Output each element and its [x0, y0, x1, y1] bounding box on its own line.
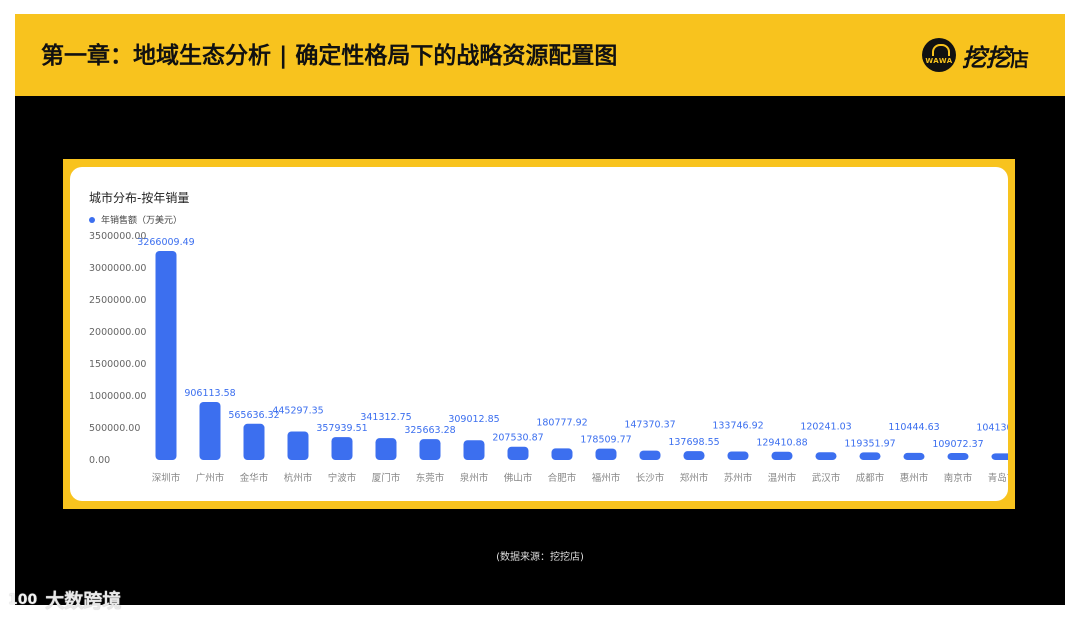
bar	[815, 452, 837, 460]
x-tick-label: 温州市	[768, 472, 797, 484]
bar	[419, 439, 441, 460]
x-tick-label: 郑州市	[680, 472, 709, 484]
x-tick-label: 杭州市	[284, 472, 313, 484]
x-tick-label: 长沙市	[636, 472, 665, 484]
bar	[199, 402, 221, 460]
bar	[507, 446, 529, 460]
data-label: 137698.55	[668, 437, 719, 448]
y-tick-label: 1500000.00	[89, 359, 146, 370]
x-tick-label: 惠州市	[900, 472, 929, 484]
logo-text: 挖挖店	[962, 38, 1029, 73]
data-label: 119351.97	[844, 438, 895, 449]
data-label: 133746.92	[712, 420, 763, 431]
bar	[155, 250, 177, 460]
data-label: 129410.88	[756, 438, 807, 449]
bar	[859, 452, 881, 460]
y-tick-label: 500000.00	[89, 423, 140, 434]
data-source-note: (数据来源：挖挖店)	[496, 552, 584, 563]
logo-badge-text: WAWA	[925, 57, 953, 65]
logo-badge-icon: WAWA	[921, 38, 956, 72]
data-label: 906113.58	[184, 388, 235, 399]
slide: 第一章：地域生态分析 | 确定性格局下的战略资源配置图 WAWA 挖挖店 城市分…	[15, 14, 1065, 605]
bar	[243, 423, 265, 460]
bar	[331, 437, 353, 460]
data-label: 147370.37	[624, 420, 675, 431]
x-tick-label: 青岛市	[988, 472, 1008, 484]
data-label: 565636.32	[228, 410, 279, 421]
watermark-logo: 100	[8, 591, 38, 608]
bar	[595, 448, 617, 460]
x-tick-label: 成都市	[856, 472, 885, 484]
data-label: 178509.77	[580, 435, 631, 446]
logo-text-suffix: 店	[1009, 48, 1029, 71]
bar	[771, 451, 793, 460]
data-label: 207530.87	[492, 433, 543, 444]
bar	[375, 438, 397, 460]
y-tick-label: 0.00	[89, 455, 110, 466]
chart-legend: 年销售额（万美元）	[89, 213, 182, 226]
bar	[947, 453, 969, 460]
data-label: 110444.63	[888, 422, 939, 433]
brand-logo: WAWA 挖挖店	[921, 38, 1029, 73]
y-tick-label: 2500000.00	[89, 295, 146, 306]
x-tick-label: 东莞市	[416, 472, 445, 484]
x-tick-label: 苏州市	[724, 472, 753, 484]
legend-dot-icon	[89, 216, 95, 223]
bar	[991, 453, 1008, 460]
bar	[463, 440, 485, 460]
y-tick-label: 1000000.00	[89, 391, 146, 402]
bar	[727, 451, 749, 460]
bar	[287, 431, 309, 460]
logo-text-main: 挖挖	[961, 43, 1010, 72]
header-bar: 第一章：地域生态分析 | 确定性格局下的战略资源配置图 WAWA 挖挖店	[15, 14, 1065, 96]
x-tick-label: 南京市	[944, 472, 973, 484]
x-tick-label: 合肥市	[548, 472, 577, 484]
watermark-text: 大数跨境	[45, 590, 122, 612]
page-title: 第一章：地域生态分析 | 确定性格局下的战略资源配置图	[41, 43, 618, 69]
y-tick-label: 3000000.00	[89, 263, 146, 274]
x-tick-label: 深圳市	[152, 472, 181, 484]
data-label: 341312.75	[360, 412, 411, 423]
x-tick-label: 福州市	[592, 472, 621, 484]
legend-label: 年销售额（万美元）	[101, 216, 183, 226]
data-label: 309012.85	[448, 414, 499, 425]
x-tick-label: 厦门市	[372, 472, 401, 484]
x-tick-label: 武汉市	[812, 472, 841, 484]
x-tick-label: 泉州市	[460, 472, 489, 484]
data-label: 180777.92	[536, 417, 587, 428]
data-label: 325663.28	[404, 425, 455, 436]
data-label: 3266009.49	[137, 237, 194, 248]
x-tick-label: 广州市	[196, 472, 225, 484]
data-label: 109072.37	[932, 439, 983, 450]
x-tick-label: 宁波市	[328, 472, 357, 484]
data-label: 445297.35	[272, 406, 323, 417]
data-label: 104130.66	[976, 422, 1008, 433]
chart-card: 城市分布-按年销量 年销售额（万美元） 0.00 500000.00 1000000…	[70, 167, 1008, 501]
bar	[639, 450, 661, 460]
chart-title: 城市分布-按年销量	[89, 191, 190, 205]
y-tick-label: 2000000.00	[89, 327, 146, 338]
bar	[683, 451, 705, 460]
data-label: 120241.03	[800, 421, 851, 432]
bar	[551, 448, 573, 460]
bar	[903, 452, 925, 460]
x-tick-label: 金华市	[240, 472, 269, 484]
bar-chart: 0.00 500000.00 1000000.00 1500000.00 2000000…	[89, 231, 1008, 484]
data-label: 357939.51	[316, 423, 367, 434]
chart-frame: 城市分布-按年销量 年销售额（万美元） 0.00 500000.00 1000000…	[63, 159, 1015, 509]
watermark: 100 大数跨境	[8, 586, 121, 613]
x-tick-label: 佛山市	[504, 472, 533, 484]
y-tick-label: 3500000.00	[89, 231, 146, 242]
